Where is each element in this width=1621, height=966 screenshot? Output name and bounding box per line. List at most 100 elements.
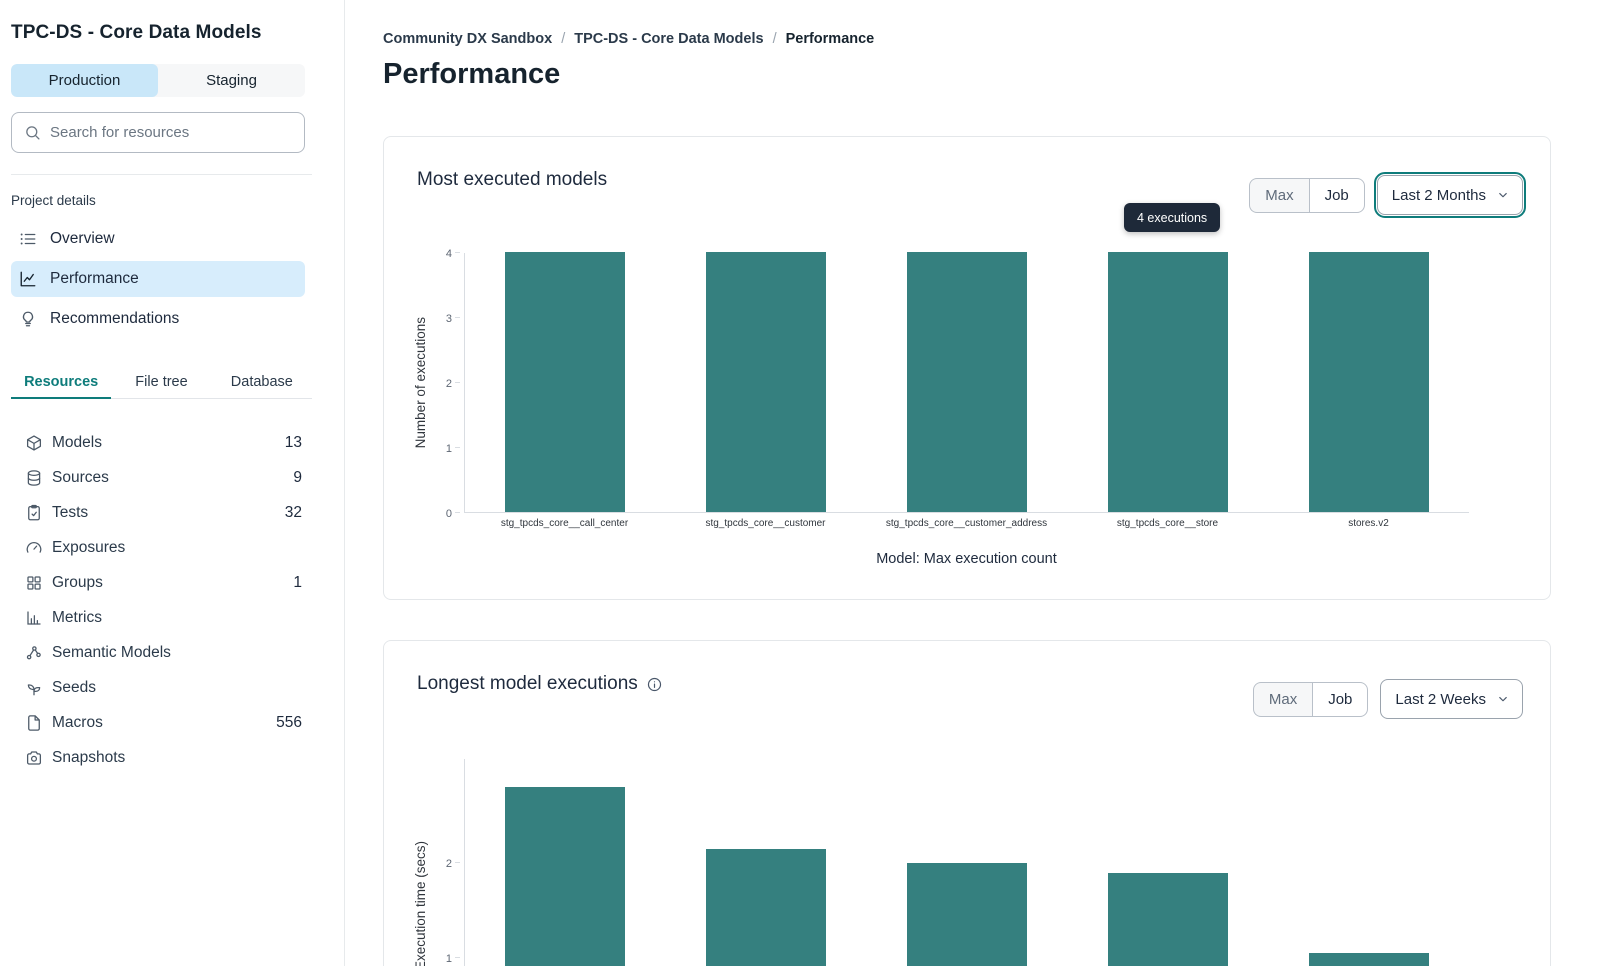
max-job-toggle: Max Job [1249, 177, 1365, 213]
chart-tooltip: 4 executions [1124, 203, 1221, 232]
longest-executions-card: Longest model executions Max Job Last 2 … [383, 640, 1551, 966]
y-tick-mark [455, 512, 460, 513]
bar-rank-4[interactable] [1107, 872, 1228, 966]
resource-row-tests[interactable]: Tests 32 [11, 495, 312, 530]
resource-label: Sources [52, 468, 109, 486]
breadcrumb-separator: / [772, 31, 777, 47]
resource-label: Snapshots [52, 748, 126, 766]
most-executed-models-card: Most executed models Max Job Last 2 Mont… [383, 136, 1551, 600]
resource-row-sources[interactable]: Sources 9 [11, 460, 312, 495]
sidebar-item-overview[interactable]: Overview [11, 221, 305, 257]
y-tick: 4 [445, 248, 452, 260]
camera-icon [25, 749, 43, 767]
resource-count: 32 [284, 503, 302, 521]
bar-rank-3[interactable] [906, 863, 1027, 966]
nodes-icon [25, 644, 43, 662]
resource-label: Macros [52, 713, 103, 731]
resource-row-metrics[interactable]: Metrics [11, 600, 312, 635]
job-button[interactable]: Job [1312, 681, 1369, 717]
tab-staging[interactable]: Staging [206, 72, 257, 89]
x-axis-label: stg_tpcds_core__customer_address [885, 518, 1048, 529]
sidebar-item-performance[interactable]: Performance [11, 261, 305, 297]
bar-stg_tpcds_core__store[interactable] [1107, 252, 1228, 512]
y-axis-ticks: 0 1 2 3 4 [426, 248, 460, 520]
resource-label: Seeds [52, 678, 96, 696]
breadcrumb-project[interactable]: TPC-DS - Core Data Models [574, 31, 764, 47]
resource-label: Models [52, 433, 102, 451]
info-icon[interactable] [646, 676, 663, 693]
bar-rank-1[interactable] [505, 787, 626, 966]
resource-label: Tests [52, 503, 89, 521]
breadcrumb-current: Performance [785, 31, 875, 47]
sprout-icon [25, 679, 43, 697]
date-range-value: Last 2 Months [1391, 186, 1486, 204]
nav-label: Recommendations [50, 310, 180, 327]
date-range-value: Last 2 Weeks [1395, 690, 1486, 708]
bar-stores.v2[interactable] [1308, 252, 1429, 512]
resource-label: Groups [52, 573, 103, 591]
y-tick: 3 [445, 313, 452, 325]
y-tick: 1 [445, 953, 452, 965]
breadcrumb: Community DX Sandbox / TPC-DS - Core Dat… [383, 31, 874, 47]
tab-database[interactable]: Database [230, 373, 293, 390]
y-tick-mark [455, 317, 460, 318]
resource-count: 556 [276, 713, 302, 731]
tab-production[interactable]: Production [11, 64, 158, 97]
bar-stg_tpcds_core__call_center[interactable] [505, 252, 626, 512]
resource-row-exposures[interactable]: Exposures [11, 530, 312, 565]
resource-row-groups[interactable]: Groups 1 [11, 565, 312, 600]
file-icon [25, 714, 43, 732]
resource-row-models[interactable]: Models 13 [11, 425, 312, 460]
resource-label: Semantic Models [52, 643, 171, 661]
date-range-dropdown[interactable]: Last 2 Months [1373, 172, 1527, 218]
tab-file-tree[interactable]: File tree [135, 373, 188, 390]
resource-row-macros[interactable]: Macros 556 [11, 705, 312, 740]
breadcrumb-separator: / [561, 31, 566, 47]
environment-switcher: Production Staging [11, 64, 305, 97]
resource-row-seeds[interactable]: Seeds [11, 670, 312, 705]
nav-label: Performance [50, 270, 139, 287]
tab-resources[interactable]: Resources [11, 365, 112, 399]
y-tick-mark [455, 382, 460, 383]
x-axis-title: Model: Max execution count [876, 551, 1057, 567]
grid-icon [25, 574, 43, 592]
bar-stg_tpcds_core__customer[interactable] [706, 252, 827, 512]
max-job-toggle: Max Job [1252, 681, 1369, 717]
nav-label: Overview [50, 230, 115, 247]
cube-icon [25, 434, 43, 452]
resource-row-semantic-models[interactable]: Semantic Models [11, 635, 312, 670]
y-tick: 0 [445, 508, 452, 520]
resource-label: Metrics [52, 608, 102, 626]
x-axis-label: stg_tpcds_core__call_center [500, 518, 629, 529]
bar-plot [464, 759, 1469, 966]
line-chart-icon [19, 270, 37, 288]
bar-rank-2[interactable] [706, 848, 827, 966]
x-axis-label: stg_tpcds_core__customer [705, 518, 826, 529]
project-title: TPC-DS - Core Data Models [11, 22, 262, 43]
y-tick-mark [455, 957, 460, 958]
bar-stg_tpcds_core__customer_address[interactable] [906, 252, 1027, 512]
bar-rank-5[interactable] [1308, 953, 1429, 966]
y-tick-mark [455, 447, 460, 448]
date-range-dropdown[interactable]: Last 2 Weeks [1380, 679, 1523, 719]
clipboard-check-icon [25, 504, 43, 522]
resource-row-snapshots[interactable]: Snapshots [11, 740, 312, 775]
y-tick-mark [455, 862, 460, 863]
resource-label: Exposures [52, 538, 126, 556]
bar-chart-icon [25, 609, 43, 627]
resource-search[interactable] [11, 112, 305, 153]
job-button[interactable]: Job [1308, 177, 1365, 213]
max-button[interactable]: Max [1249, 177, 1309, 213]
database-icon [25, 469, 43, 487]
resource-count: 1 [293, 573, 302, 591]
x-axis-label: stg_tpcds_core__store [1116, 518, 1219, 529]
breadcrumb-account[interactable]: Community DX Sandbox [383, 31, 553, 47]
gauge-icon [25, 539, 43, 557]
divider [11, 174, 312, 175]
y-tick: 2 [445, 378, 452, 390]
sidebar-item-recommendations[interactable]: Recommendations [11, 301, 305, 337]
max-button[interactable]: Max [1252, 681, 1313, 717]
search-icon [24, 124, 41, 141]
search-input[interactable] [50, 124, 292, 141]
chart-title: Longest model executions [417, 673, 638, 694]
